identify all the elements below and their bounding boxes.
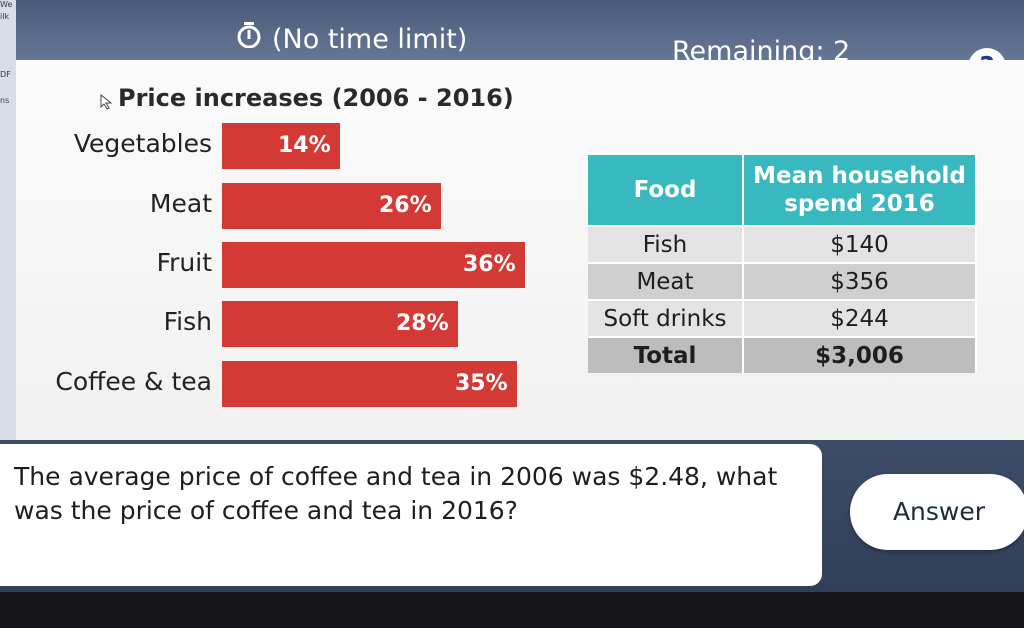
bar-value-label: 26%: [379, 193, 432, 218]
screen-bezel: [0, 592, 1024, 628]
household-spend-table: Food Mean household spend 2016 Fish $140…: [588, 155, 977, 373]
desktop-icon[interactable]: DF: [0, 70, 11, 79]
table-total-value: $3,006: [743, 336, 977, 373]
question-text: The average price of coffee and tea in 2…: [14, 462, 778, 525]
table-cell-food: Meat: [588, 262, 744, 300]
bar-value-label: 28%: [396, 311, 449, 336]
bar: [222, 242, 525, 288]
price-increase-chart: Vegetables 14% Meat 26% Fruit 36% Fish 28% Coffe…: [0, 0, 560, 420]
table-header-spend: Mean household spend 2016: [743, 155, 977, 226]
bar-value-label: 35%: [455, 371, 508, 396]
stopwatch-icon: [237, 22, 261, 48]
table-cell-spend: $140: [743, 225, 977, 263]
bar-value-label: 36%: [463, 252, 516, 277]
desktop-icon[interactable]: ilk: [0, 12, 10, 21]
question-box: [0, 444, 822, 586]
bar-category-label: Fruit: [156, 248, 212, 277]
bar-category-label: Fish: [163, 307, 212, 336]
bar-category-label: Vegetables: [73, 129, 212, 158]
table-row: Fish $140: [588, 225, 977, 263]
bar-category-label: Meat: [149, 189, 212, 218]
cursor-icon: [100, 94, 113, 110]
answer-button[interactable]: Answer: [850, 474, 1024, 550]
bar: [222, 183, 441, 229]
time-limit-label: (No time limit): [272, 24, 468, 55]
table-cell-spend: $356: [743, 262, 977, 300]
bar-value-label: 14%: [278, 133, 331, 158]
bar: [222, 361, 517, 407]
bar: [222, 123, 340, 169]
table-row: Soft drinks $244: [588, 299, 977, 337]
bar-category-label: Coffee & tea: [55, 367, 212, 396]
table-cell-spend: $244: [743, 299, 977, 337]
table-row: Meat $356: [588, 262, 977, 300]
table-header-food: Food: [588, 155, 744, 226]
table-total-label: Total: [588, 336, 744, 373]
desktop-icon[interactable]: We: [0, 0, 13, 9]
bar: [222, 301, 458, 347]
table-total-row: Total $3,006: [588, 336, 977, 373]
table-cell-food: Soft drinks: [588, 299, 744, 337]
desktop-strip: We ilk DF ns: [0, 0, 16, 440]
chart-title: Price increases (2006 - 2016): [118, 84, 514, 112]
desktop-icon[interactable]: ns: [0, 96, 10, 105]
table-cell-food: Fish: [588, 225, 744, 263]
